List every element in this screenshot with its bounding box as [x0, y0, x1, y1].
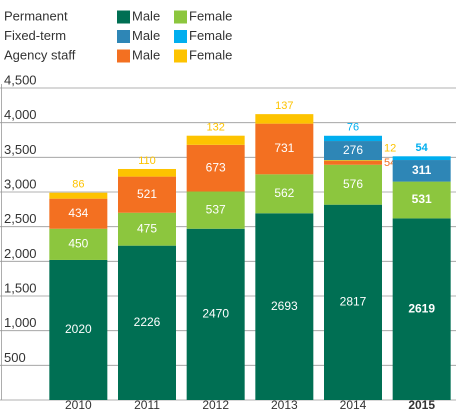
value-label: 132	[206, 122, 224, 134]
value-label: 673	[206, 160, 226, 174]
legend-group-label: Permanent	[4, 8, 68, 23]
bar-segment	[186, 135, 245, 145]
bar-segment	[118, 245, 176, 400]
y-tick-label: 500	[4, 350, 26, 365]
value-label: 521	[137, 187, 157, 201]
legend-label: Male	[132, 8, 160, 23]
bar-segment	[186, 191, 245, 229]
bar-segment	[324, 161, 382, 165]
y-tick-label: 2,000	[4, 246, 37, 261]
value-label: 2226	[134, 315, 161, 329]
value-label: 562	[274, 186, 294, 200]
value-label: 86	[72, 179, 84, 191]
legend-swatch	[117, 30, 130, 43]
value-label: 2470	[202, 307, 229, 321]
bar-segment	[49, 198, 108, 229]
bar-segment	[392, 160, 451, 182]
value-label: 12	[384, 142, 396, 154]
legend-swatch	[174, 49, 187, 63]
bar-segment	[49, 259, 108, 400]
bar-segment	[392, 181, 451, 219]
legend-swatch	[174, 10, 187, 24]
legend-label: Female	[189, 28, 232, 43]
x-tick-label: 2013	[271, 398, 298, 412]
bar-segment	[392, 156, 451, 161]
legend-swatch	[117, 49, 130, 63]
bar-segment	[49, 228, 108, 260]
legend-group-label: Fixed-term	[4, 28, 66, 43]
value-label: 731	[274, 141, 294, 155]
y-tick-label: 2,500	[4, 211, 37, 226]
y-tick-label: 3,500	[4, 142, 37, 157]
value-label: 311	[412, 163, 432, 177]
legend-label: Female	[189, 47, 232, 62]
value-label: 434	[68, 206, 88, 220]
legend-label: Female	[189, 8, 232, 23]
value-label: 2693	[271, 299, 298, 313]
bar-segment	[255, 123, 314, 175]
value-label: 54	[416, 142, 429, 154]
y-tick-label: 1,500	[4, 280, 37, 295]
legend-swatch	[117, 10, 130, 24]
value-label: 576	[343, 177, 363, 191]
legend-group-label: Agency staff	[4, 47, 76, 62]
value-label: 110	[138, 155, 156, 167]
y-tick-label: 3,000	[4, 176, 37, 191]
value-label: 276	[343, 143, 363, 157]
bar-segment	[392, 218, 451, 400]
value-label: 2817	[340, 295, 367, 309]
x-tick-label: 2015	[408, 398, 435, 412]
legend-label: Male	[132, 47, 160, 62]
value-label: 537	[206, 202, 226, 216]
x-tick-label: 2010	[65, 398, 92, 412]
bar-segment	[255, 114, 314, 124]
y-tick-label: 1,000	[4, 315, 37, 330]
bar-segment	[324, 164, 382, 205]
x-tick-label: 2011	[134, 398, 160, 412]
bar-segment	[186, 228, 245, 400]
value-label: 2619	[408, 301, 435, 315]
y-tick-label: 4,000	[4, 107, 37, 122]
bar-segment	[255, 213, 314, 400]
bar-segment	[324, 204, 382, 400]
bar-segment	[186, 144, 245, 192]
value-label: 76	[347, 122, 359, 134]
x-tick-label: 2012	[202, 398, 229, 412]
bar-segment	[324, 141, 382, 161]
value-label: 450	[68, 237, 88, 251]
bar-segment	[118, 168, 176, 177]
value-label: 531	[412, 192, 432, 206]
bar-segment	[49, 192, 108, 199]
legend-label: Male	[132, 28, 160, 43]
y-tick-label: 4,500	[4, 72, 37, 87]
bar-segment	[255, 174, 314, 214]
value-label: 137	[275, 100, 293, 112]
value-label: 475	[137, 221, 157, 235]
bar-segment	[118, 212, 176, 246]
bar-segment	[324, 160, 382, 162]
legend-swatch	[174, 30, 187, 43]
x-tick-label: 2014	[340, 398, 367, 412]
value-label: 2020	[65, 322, 92, 336]
bar-segment	[118, 176, 176, 213]
bar-segment	[324, 135, 382, 142]
